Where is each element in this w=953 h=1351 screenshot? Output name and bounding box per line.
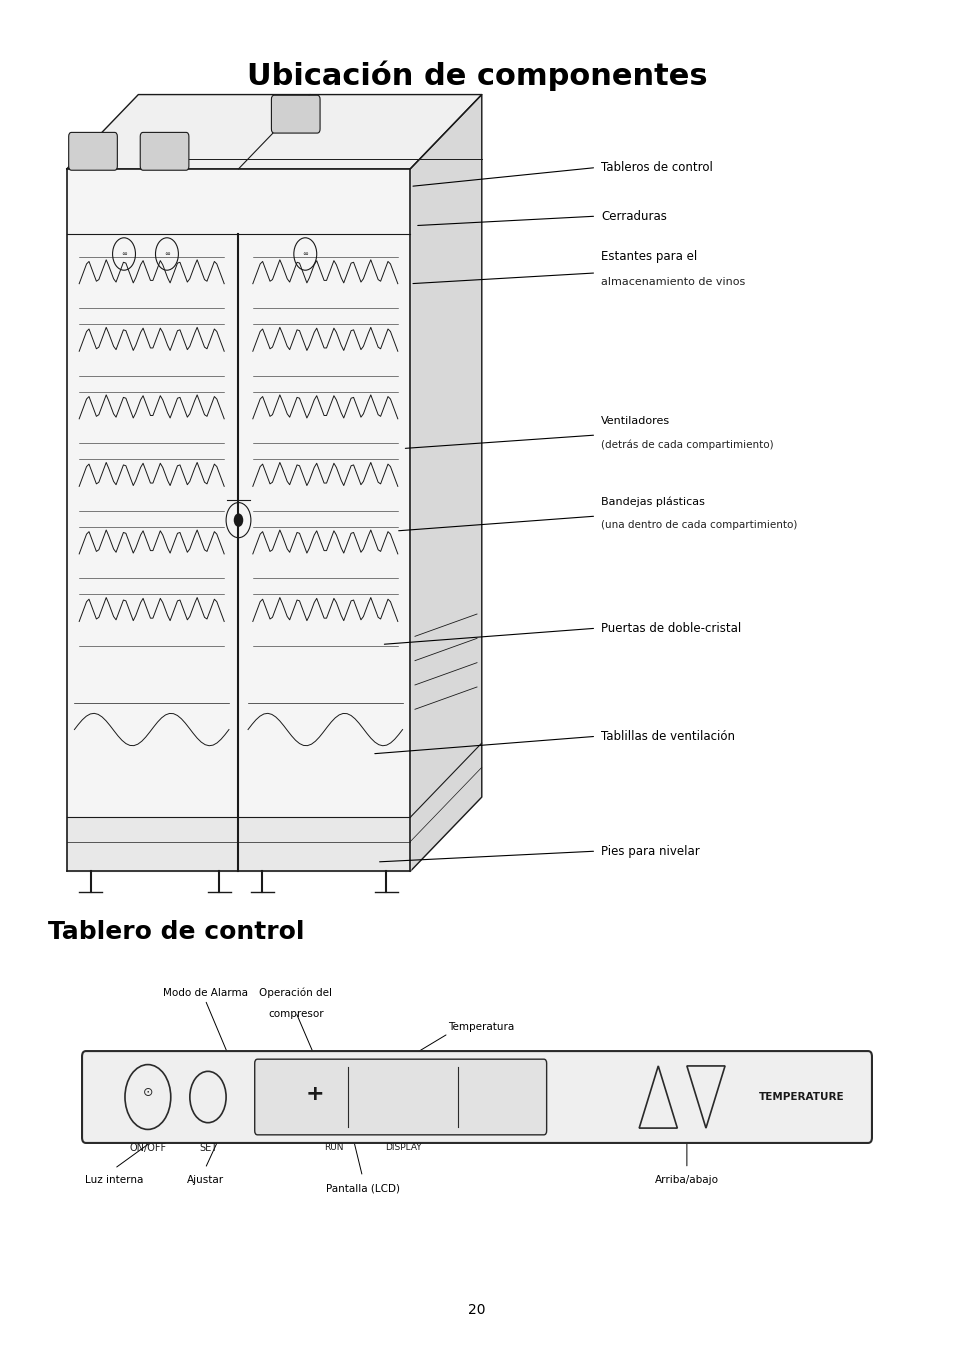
Text: Tablillas de ventilación: Tablillas de ventilación [600,730,734,743]
Text: Tablero de control: Tablero de control [48,920,304,944]
Text: Ubicación de componentes: Ubicación de componentes [247,61,706,91]
Text: (detrás de cada compartimiento): (detrás de cada compartimiento) [600,439,773,450]
FancyBboxPatch shape [271,95,319,134]
Text: Ventiladores: Ventiladores [600,416,669,426]
FancyBboxPatch shape [82,1051,871,1143]
Text: Puertas de doble-cristal: Puertas de doble-cristal [600,621,740,635]
Polygon shape [67,169,410,871]
Text: +: + [305,1085,324,1104]
Polygon shape [410,95,481,871]
Text: Bandejas plásticas: Bandejas plásticas [600,496,704,507]
Text: almacenamiento de vinos: almacenamiento de vinos [600,277,744,286]
Text: ∞: ∞ [164,251,170,257]
Text: Pantalla (LCD): Pantalla (LCD) [325,1183,399,1193]
Circle shape [233,513,243,527]
Text: Pies para nivelar: Pies para nivelar [600,844,700,858]
Text: Estantes para el: Estantes para el [600,250,697,263]
Text: RUN: RUN [324,1143,343,1152]
Text: compresor: compresor [268,1009,323,1019]
Text: ON/OFF: ON/OFF [130,1143,166,1152]
Text: SET: SET [199,1143,216,1152]
FancyBboxPatch shape [140,132,189,170]
Text: Tableros de control: Tableros de control [600,161,712,174]
Text: ∞: ∞ [121,251,127,257]
Text: ⊙: ⊙ [142,1086,153,1100]
Text: Cerraduras: Cerraduras [600,209,666,223]
Text: 20: 20 [468,1304,485,1317]
Text: Modo de Alarma: Modo de Alarma [162,988,248,998]
Polygon shape [67,95,481,169]
Text: ∞: ∞ [302,251,308,257]
Text: DISPLAY: DISPLAY [384,1143,421,1152]
Text: Arriba/abajo: Arriba/abajo [654,1175,719,1185]
Text: Ajustar: Ajustar [187,1175,223,1185]
FancyBboxPatch shape [69,132,117,170]
Polygon shape [67,817,410,871]
Text: (una dentro de cada compartimiento): (una dentro de cada compartimiento) [600,520,797,530]
Text: TEMPERATURE: TEMPERATURE [758,1092,843,1102]
FancyBboxPatch shape [254,1059,546,1135]
Text: Operación del: Operación del [259,988,332,998]
Text: Luz interna: Luz interna [85,1175,144,1185]
Text: Temperatura: Temperatura [448,1021,514,1032]
